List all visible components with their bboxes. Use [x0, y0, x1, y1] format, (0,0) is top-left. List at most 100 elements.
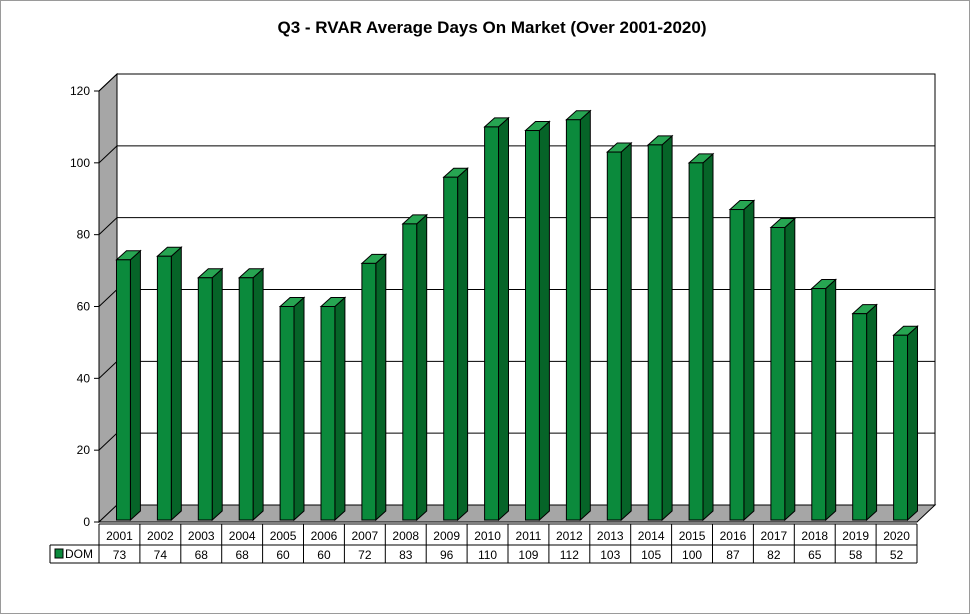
- bar-front: [565, 119, 581, 521]
- bar-front: [484, 126, 500, 521]
- x-tick-label: 2009: [433, 529, 460, 543]
- x-tick-label: 2010: [474, 529, 501, 543]
- bar-side: [293, 296, 305, 522]
- bar: [851, 303, 878, 522]
- bar-front: [443, 176, 459, 521]
- x-tick-label: 2007: [351, 529, 378, 543]
- bar: [483, 116, 510, 522]
- bar-side: [784, 217, 796, 522]
- bar: [442, 167, 469, 522]
- data-label: 109: [518, 548, 538, 562]
- bar: [401, 213, 429, 522]
- bar-front: [770, 226, 786, 521]
- bar: [565, 109, 592, 522]
- data-label: 103: [600, 548, 620, 562]
- bar: [196, 267, 224, 522]
- bar-front: [852, 313, 868, 521]
- bar-front: [156, 255, 172, 521]
- bar-side: [538, 120, 550, 522]
- data-label: 105: [641, 548, 661, 562]
- gridline-side: [98, 289, 118, 307]
- bar-front: [115, 259, 131, 521]
- y-tick-label: 40: [77, 371, 91, 385]
- bar-front: [524, 130, 540, 521]
- data-label: 73: [113, 548, 127, 562]
- data-label: 83: [399, 548, 413, 562]
- x-tick-label: 2008: [392, 529, 419, 543]
- x-tick-label: 2017: [760, 529, 787, 543]
- x-tick-label: 2003: [188, 529, 215, 543]
- bar: [728, 199, 756, 522]
- x-tick-label: 2005: [270, 529, 297, 543]
- bar-side: [211, 267, 223, 522]
- bar-front: [606, 151, 622, 521]
- gridline-side: [98, 73, 118, 92]
- x-tick-label: 2001: [106, 529, 133, 543]
- bar: [360, 253, 388, 522]
- x-tick-label: 2002: [147, 529, 174, 543]
- y-tick-label: 60: [77, 300, 91, 314]
- legend-key: [54, 548, 64, 559]
- bar: [769, 217, 797, 522]
- bar-side: [252, 267, 264, 522]
- data-label: 65: [808, 548, 822, 562]
- bar-side: [661, 134, 673, 522]
- y-tick-label: 120: [70, 84, 90, 98]
- bar: [605, 141, 633, 522]
- bars: [115, 109, 919, 522]
- bar-front: [811, 288, 827, 521]
- data-label: 58: [849, 548, 863, 562]
- bar: [892, 325, 919, 522]
- data-label: 87: [726, 548, 740, 562]
- data-table: DOM 2001 73 2002 74 2003 68 2004 68 2005 60 2006 60 2…: [49, 523, 918, 564]
- data-label: 110: [478, 548, 497, 562]
- bar: [319, 296, 347, 522]
- bar: [687, 152, 715, 522]
- bar-side: [825, 278, 837, 522]
- bar-side: [457, 167, 469, 522]
- data-label: 68: [235, 548, 249, 562]
- x-tick-label: 2014: [638, 529, 665, 543]
- data-label: 60: [276, 548, 290, 562]
- x-tick-label: 2004: [229, 529, 256, 543]
- y-tick-label: 100: [70, 156, 90, 170]
- data-label: 96: [440, 548, 454, 562]
- data-label: 112: [560, 548, 579, 562]
- bar-side: [375, 253, 387, 522]
- bar-side: [416, 213, 428, 522]
- bar-side: [334, 296, 346, 522]
- gridline-side: [98, 145, 118, 164]
- legend-label: DOM: [65, 547, 93, 561]
- bar-side: [702, 152, 714, 522]
- data-label: 74: [154, 548, 168, 562]
- data-label: 52: [890, 548, 904, 562]
- data-label: 82: [767, 548, 781, 562]
- bar-side: [620, 141, 632, 522]
- x-tick-label: 2015: [679, 529, 706, 543]
- bar-front: [893, 334, 909, 521]
- x-tick-label: 2018: [801, 529, 828, 543]
- gridline-side: [98, 217, 118, 236]
- bar-front: [688, 162, 704, 521]
- gridline-side: [98, 432, 118, 451]
- x-tick-label: 2019: [842, 529, 869, 543]
- bar-side: [743, 199, 755, 522]
- bar-front: [647, 144, 663, 521]
- data-label: 100: [682, 548, 702, 562]
- bar-front: [361, 262, 377, 521]
- y-tick-label: 80: [77, 228, 91, 242]
- x-tick-label: 2016: [720, 529, 747, 543]
- x-tick-label: 2012: [556, 529, 583, 543]
- bar-front: [320, 306, 336, 521]
- bar: [156, 246, 183, 522]
- bar-side: [498, 116, 510, 522]
- bar: [237, 267, 265, 522]
- x-tick-label: 2006: [311, 529, 338, 543]
- bar: [646, 134, 674, 522]
- data-label: 72: [358, 548, 372, 562]
- bar-side: [907, 325, 919, 522]
- bar-side: [170, 246, 182, 522]
- y-tick-label: 20: [77, 443, 91, 457]
- data-label: 60: [317, 548, 331, 562]
